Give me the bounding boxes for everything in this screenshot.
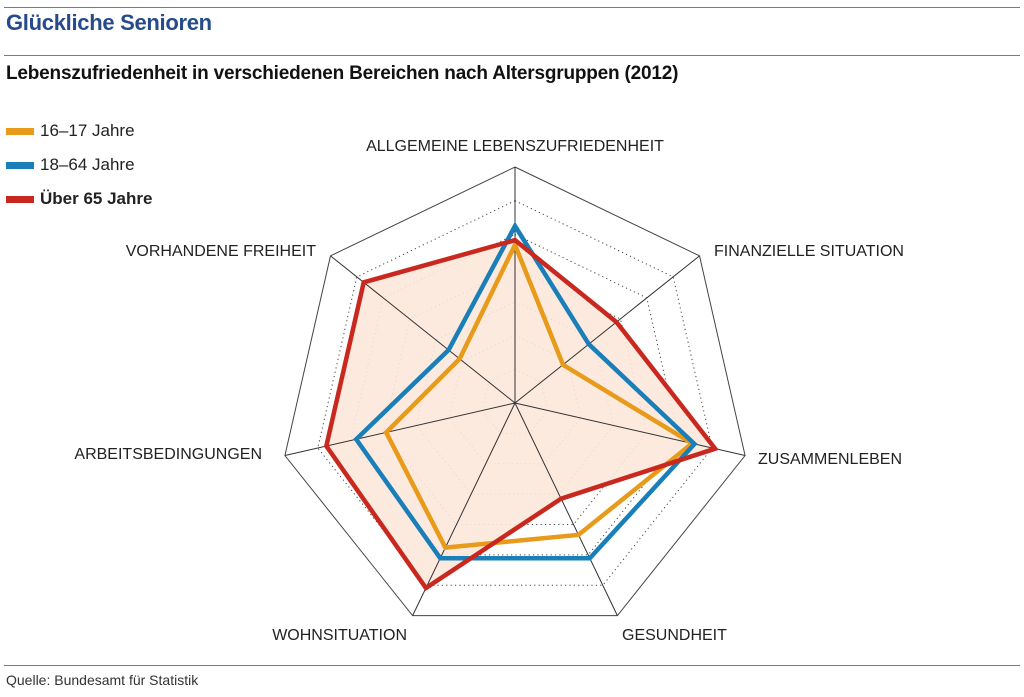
axis-spoke [514,402,746,457]
legend-label: Über 65 Jahre [40,189,153,208]
series-line-2 [323,237,719,592]
top-rule [4,7,1020,8]
series-lines [323,221,719,592]
chart-subtitle: Lebenszufriedenheit in verschiedenen Ber… [6,63,679,84]
axis-label: GESUNDHEIT [622,627,727,644]
legend-swatch [6,127,34,135]
axes [284,167,746,616]
axis-spoke [412,402,516,616]
axis-labels: ALLGEMEINE LEBENSZUFRIEDENHEIT FINANZIELL… [74,138,904,644]
legend-swatch [6,195,34,203]
axis-spoke [514,255,700,404]
axis-label: FINANZIELLE SITUATION [714,243,904,260]
source-note: Quelle: Bundesamt für Statistik [6,672,199,688]
axis-spoke [514,402,618,616]
legend-swatch [6,161,34,169]
axis-label: ALLGEMEINE LEBENSZUFRIEDENHEIT [366,138,664,155]
axis-spoke [284,402,516,457]
legend-item-16-17: 16–17 Jahre [6,114,152,148]
legend-label: 18–64 Jahre [40,155,135,174]
legend-item-18-64: 18–64 Jahre [6,148,152,182]
legend-item-ueber-65: Über 65 Jahre [6,182,152,216]
series-line-1 [353,221,698,561]
legend-label: 16–17 Jahre [40,121,135,140]
chart-title: Glückliche Senioren [6,10,212,35]
title-rule [4,55,1020,56]
series-line-0 [383,239,697,550]
axis-spoke [330,255,516,404]
grid-outer-ring [284,166,746,617]
axis-label: ZUSAMMENLEBEN [758,451,902,468]
axis-label: VORHANDENE FREIHEIT [126,243,316,260]
axis-label: WOHNSITUATION [272,627,407,644]
legend: 16–17 Jahre 18–64 Jahre Über 65 Jahre [6,114,152,216]
footer-rule [4,665,1020,666]
axis-label: ARBEITSBEDINGUNGEN [74,446,262,463]
